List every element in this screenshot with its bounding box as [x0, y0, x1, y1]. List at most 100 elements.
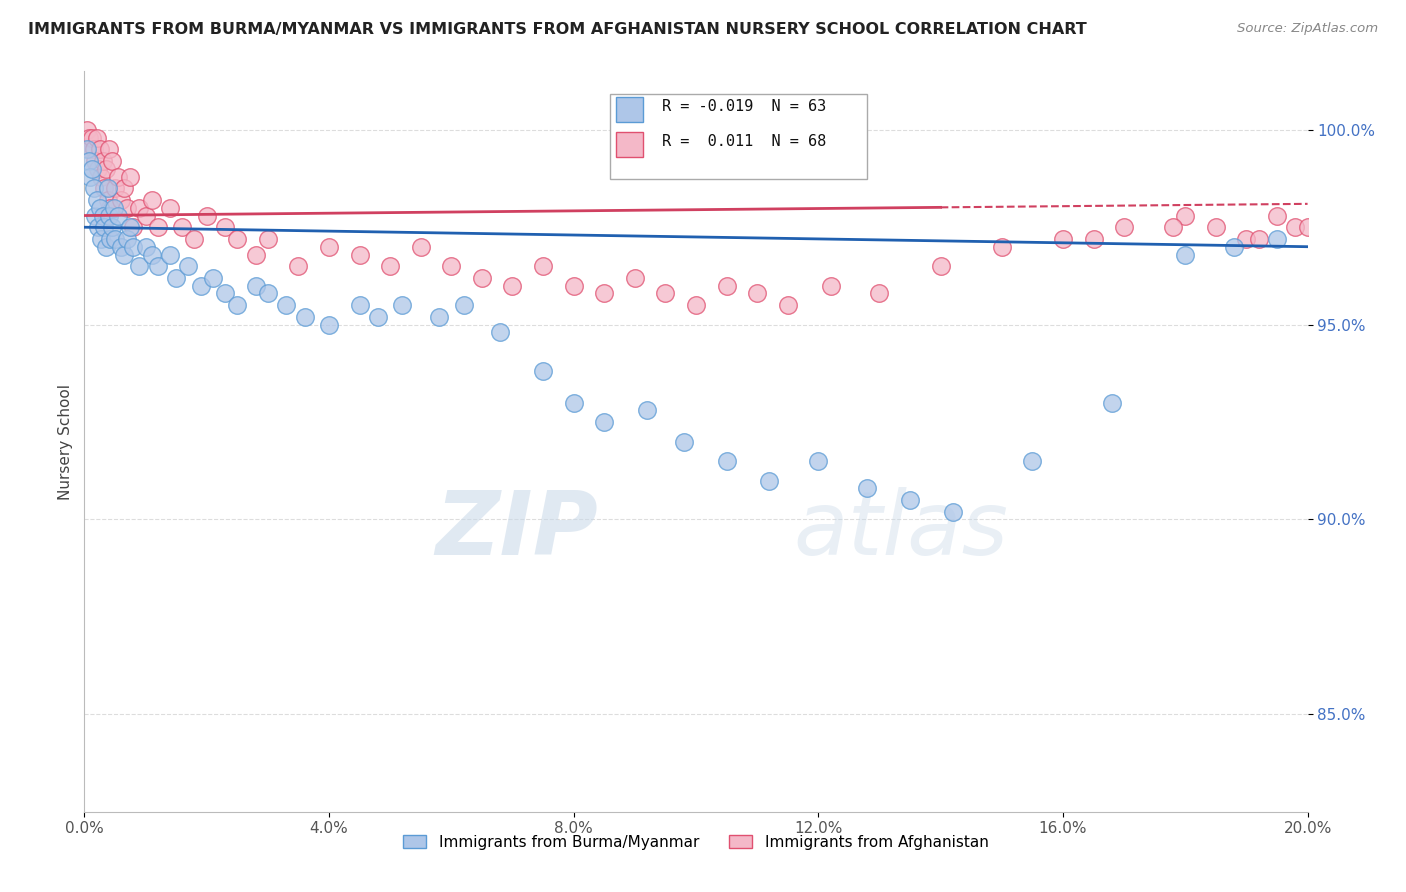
Point — [427, 310, 450, 324]
Point — [122, 240, 145, 254]
Point — [141, 193, 163, 207]
Point — [245, 278, 267, 293]
Point — [79, 142, 101, 156]
Point — [104, 232, 127, 246]
FancyBboxPatch shape — [616, 97, 644, 121]
Point — [214, 286, 236, 301]
Point — [110, 240, 132, 254]
Point — [89, 201, 111, 215]
Point — [349, 247, 371, 261]
Point — [440, 259, 463, 273]
Point — [165, 271, 187, 285]
Point — [991, 240, 1014, 254]
Point — [1247, 232, 1270, 246]
Point — [84, 209, 107, 223]
Point — [107, 169, 129, 184]
Text: IMMIGRANTS FROM BURMA/MYANMAR VS IMMIGRANTS FROM AFGHANISTAN NURSERY SCHOOL CORR: IMMIGRANTS FROM BURMA/MYANMAR VS IMMIGRA… — [28, 22, 1087, 37]
Point — [1021, 454, 1043, 468]
Point — [380, 259, 402, 273]
Point — [159, 247, 181, 261]
Point — [1205, 220, 1227, 235]
Point — [87, 161, 110, 176]
Point — [1236, 232, 1258, 246]
Point — [245, 247, 267, 261]
Point — [409, 240, 432, 254]
Point — [87, 220, 110, 235]
Point — [83, 142, 105, 156]
Point — [636, 403, 658, 417]
Point — [453, 298, 475, 312]
Point — [80, 161, 103, 176]
FancyBboxPatch shape — [616, 132, 644, 156]
Point — [201, 271, 224, 285]
Point — [294, 310, 316, 324]
Point — [141, 247, 163, 261]
Point — [226, 232, 249, 246]
Point — [76, 123, 98, 137]
Point — [103, 201, 125, 215]
Point — [98, 232, 121, 246]
Point — [120, 220, 142, 235]
Point — [287, 259, 309, 273]
Point — [159, 201, 181, 215]
Point — [747, 286, 769, 301]
Point — [318, 318, 340, 332]
Point — [929, 259, 952, 273]
Point — [776, 298, 799, 312]
Point — [502, 278, 524, 293]
Point — [76, 142, 98, 156]
Point — [79, 169, 101, 184]
Point — [101, 153, 124, 168]
Point — [716, 454, 738, 468]
Point — [115, 232, 138, 246]
Point — [120, 169, 142, 184]
Point — [869, 286, 891, 301]
Point — [93, 181, 115, 195]
Point — [172, 220, 194, 235]
Point — [672, 434, 695, 449]
Point — [391, 298, 413, 312]
Point — [101, 220, 124, 235]
Point — [135, 240, 157, 254]
Point — [146, 259, 169, 273]
Point — [593, 286, 616, 301]
Point — [195, 209, 218, 223]
Point — [807, 454, 830, 468]
Point — [531, 364, 554, 378]
Point — [1052, 232, 1074, 246]
Point — [624, 271, 647, 285]
Point — [90, 169, 112, 184]
Point — [758, 474, 780, 488]
Point — [80, 130, 103, 145]
Text: R =  0.011  N = 68: R = 0.011 N = 68 — [662, 134, 825, 149]
Point — [349, 298, 371, 312]
Point — [1284, 220, 1306, 235]
Point — [1223, 240, 1246, 254]
Point — [128, 201, 150, 215]
Legend: Immigrants from Burma/Myanmar, Immigrants from Afghanistan: Immigrants from Burma/Myanmar, Immigrant… — [398, 829, 994, 856]
Point — [716, 278, 738, 293]
Point — [1161, 220, 1184, 235]
Point — [86, 130, 108, 145]
Point — [257, 232, 280, 246]
Point — [86, 193, 108, 207]
Point — [367, 310, 389, 324]
Point — [112, 181, 135, 195]
Point — [183, 232, 205, 246]
Point — [562, 395, 585, 409]
Text: atlas: atlas — [794, 487, 1008, 574]
Point — [97, 193, 120, 207]
Point — [115, 201, 138, 215]
Point — [97, 181, 120, 195]
Point — [471, 271, 494, 285]
Point — [90, 232, 112, 246]
Point — [531, 259, 554, 273]
Point — [820, 278, 842, 293]
Point — [1265, 209, 1288, 223]
Point — [489, 326, 512, 340]
Point — [97, 142, 120, 156]
Point — [562, 278, 585, 293]
Point — [654, 286, 676, 301]
Point — [190, 278, 212, 293]
Point — [94, 240, 117, 254]
